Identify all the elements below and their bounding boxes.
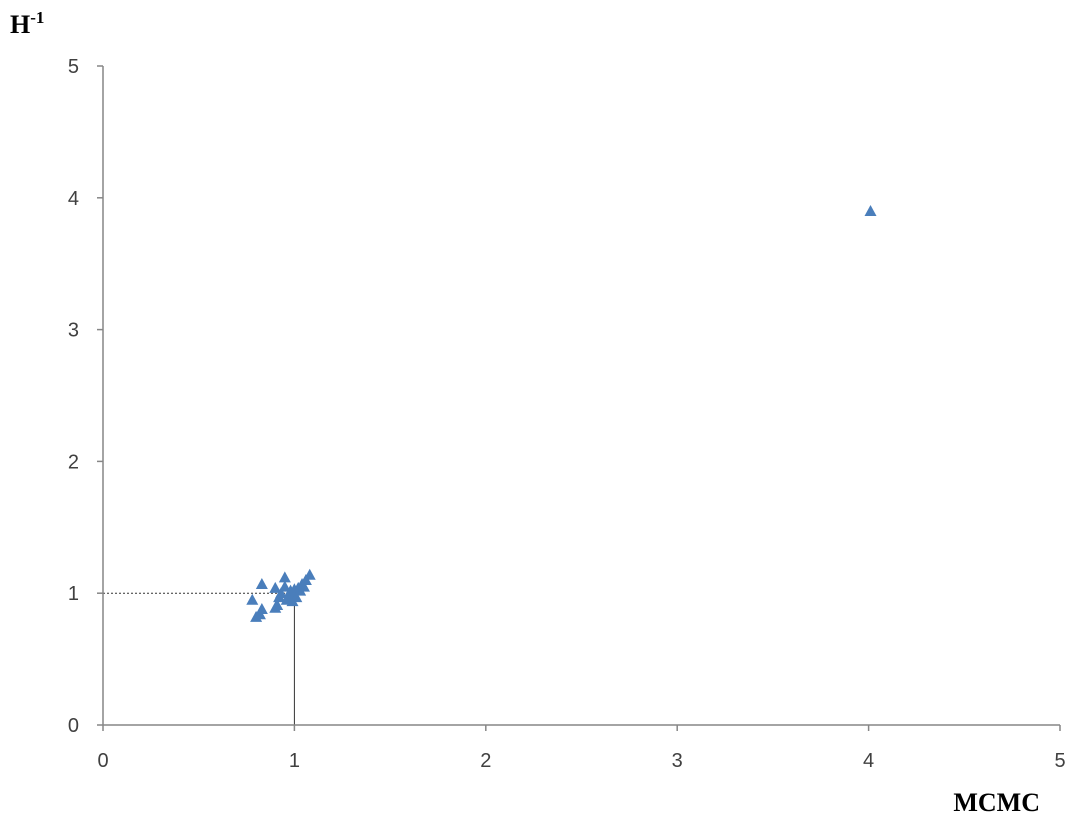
x-tick-label: 4 (863, 750, 874, 772)
data-point (269, 581, 282, 593)
data-point (278, 571, 291, 583)
x-tick-label: 3 (672, 750, 683, 772)
axes (102, 66, 1060, 726)
data-point (271, 599, 284, 611)
y-tick-label: 3 (68, 320, 79, 342)
y-tick-label: 2 (68, 451, 79, 473)
y-axis-title: H-1 (10, 8, 44, 39)
y-axis-title-superscript: -1 (30, 8, 44, 27)
data-point (255, 603, 268, 615)
y-tick-label: 0 (68, 715, 79, 737)
data-point (278, 580, 291, 592)
x-tick-label: 2 (480, 750, 491, 772)
x-tick-label: 5 (1054, 750, 1065, 772)
reference-lines (103, 592, 295, 725)
x-axis-ticks: 0 1 2 3 4 5 (97, 725, 1066, 772)
y-tick-label: 1 (68, 583, 79, 605)
x-axis-title: MCMC (953, 788, 1040, 817)
y-tick-label: 4 (68, 188, 79, 210)
data-point (246, 593, 259, 605)
data-point (275, 587, 288, 599)
data-point (864, 204, 877, 216)
y-axis-ticks: 0 1 2 3 4 5 (68, 56, 103, 737)
data-point (255, 577, 268, 589)
y-tick-label: 5 (68, 56, 79, 78)
y-axis-title-base: H (10, 10, 30, 39)
data-point (290, 591, 303, 603)
data-points (246, 204, 877, 622)
x-tick-label: 0 (97, 750, 108, 772)
data-point (299, 574, 312, 586)
x-tick-label: 1 (289, 750, 300, 772)
data-point (297, 580, 310, 592)
